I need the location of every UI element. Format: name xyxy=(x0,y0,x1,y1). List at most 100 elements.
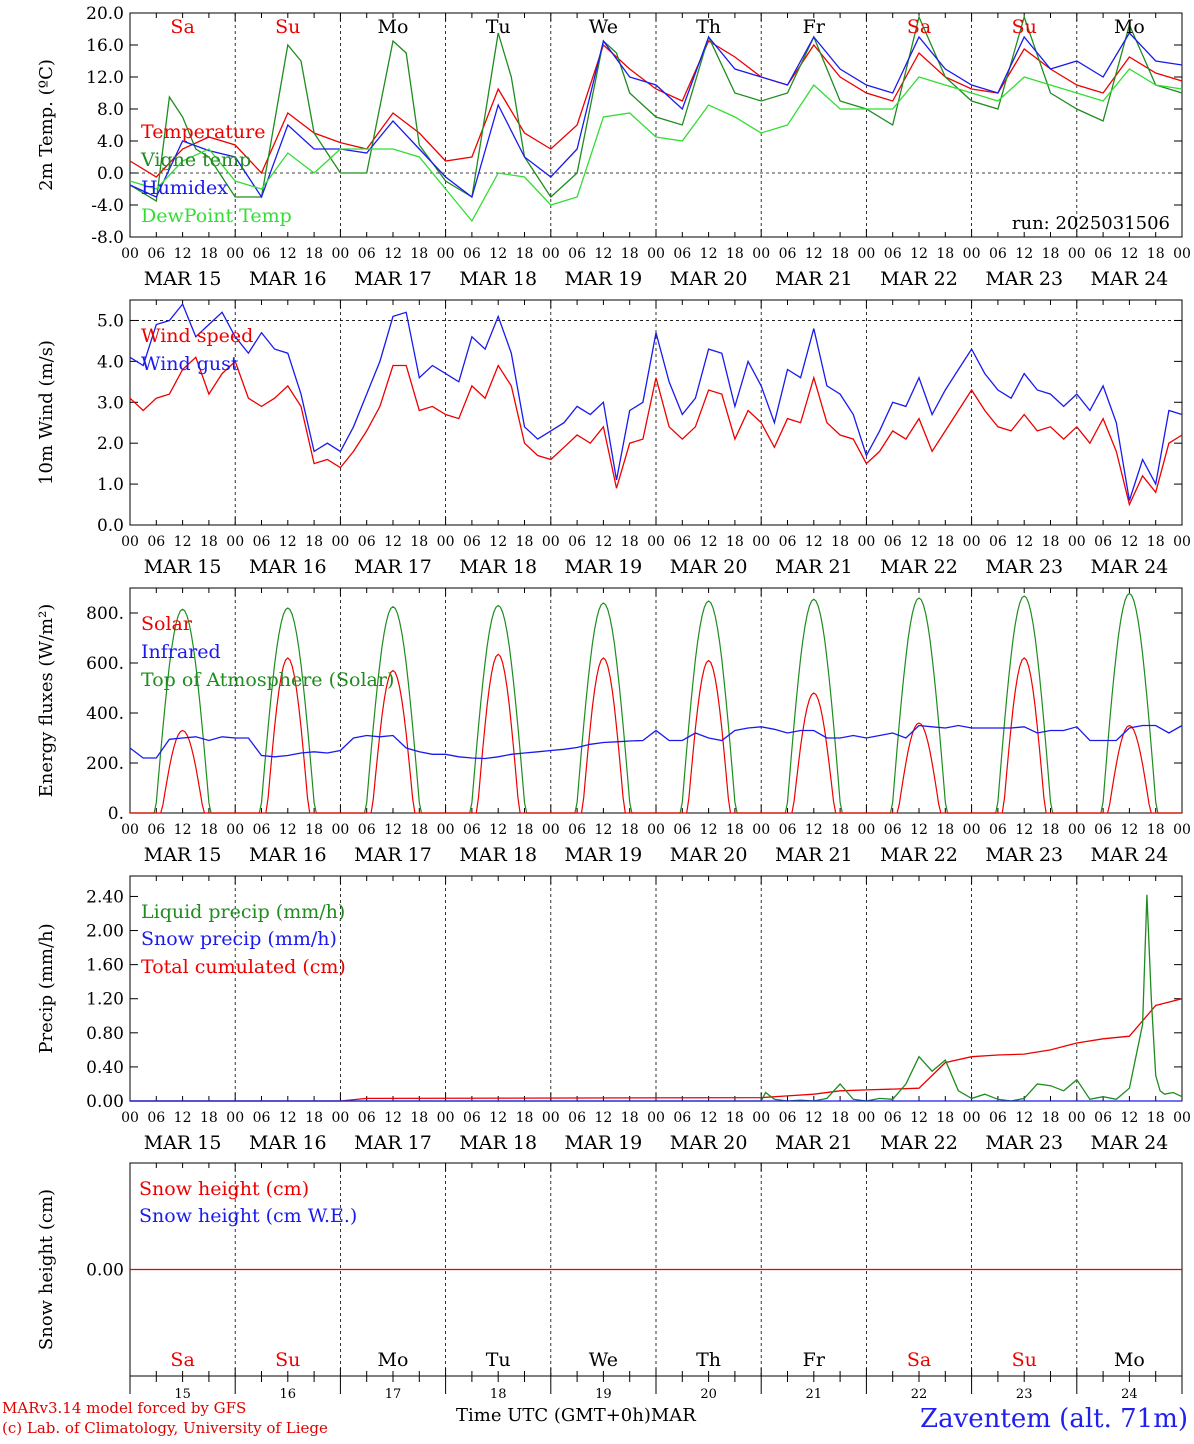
temp-run-annotation: run: 2025031506 xyxy=(1012,213,1170,234)
temp-hour-label: 00 xyxy=(857,246,875,262)
snow-weekday-label: Mo xyxy=(378,1349,409,1371)
temp-hour-label: 12 xyxy=(279,246,297,262)
temp-hour-label: 12 xyxy=(594,246,612,262)
wind-date-label: MAR 23 xyxy=(985,556,1063,578)
wind-hour-label: 06 xyxy=(358,534,376,550)
precip-hour-label: 12 xyxy=(384,1110,402,1126)
snow-weekday-label: We xyxy=(589,1349,618,1371)
wind-hour-label: 12 xyxy=(1120,534,1138,550)
precip-y-tick-label: 2.00 xyxy=(86,922,124,942)
temp-y-tick-label: -8.0 xyxy=(91,228,124,248)
temp-weekday-label: Tu xyxy=(486,16,511,38)
precip-hour-label: 00 xyxy=(542,1110,560,1126)
wind-hour-label: 00 xyxy=(437,534,455,550)
precip-hour-label: 00 xyxy=(1068,1110,1086,1126)
energy-date-label: MAR 20 xyxy=(670,844,748,866)
toa-solar-line xyxy=(866,597,972,814)
precip-hour-label: 18 xyxy=(831,1110,849,1126)
energy-hour-label: 00 xyxy=(226,822,244,838)
wind-date-label: MAR 19 xyxy=(565,556,643,578)
energy-hour-label: 00 xyxy=(437,822,455,838)
day-number-label: 24 xyxy=(1121,1387,1138,1402)
precip-legend-entry: Snow precip (mm/h) xyxy=(141,928,337,950)
wind-y-axis-label: 10m Wind (m/s) xyxy=(36,340,57,485)
temp-hour-label: 06 xyxy=(568,246,586,262)
wind-date-label: MAR 21 xyxy=(775,556,853,578)
precip-y-tick-label: 1.60 xyxy=(86,956,124,976)
energy-hour-label: 00 xyxy=(1173,822,1191,838)
precip-hour-label: 06 xyxy=(779,1110,797,1126)
energy-hour-label: 00 xyxy=(331,822,349,838)
day-number-label: 23 xyxy=(1016,1387,1033,1402)
energy-hour-label: 06 xyxy=(358,822,376,838)
precip-date-label: MAR 16 xyxy=(249,1132,327,1154)
wind-hour-label: 18 xyxy=(516,534,534,550)
precip-hour-label: 00 xyxy=(647,1110,665,1126)
temp-y-tick-label: 16.0 xyxy=(86,36,124,56)
wind-hour-label: 12 xyxy=(384,534,402,550)
wind-hour-label: 00 xyxy=(121,534,139,550)
temp-hour-label: 06 xyxy=(1094,246,1112,262)
energy-hour-label: 06 xyxy=(147,822,165,838)
energy-hour-label: 18 xyxy=(516,822,534,838)
energy-hour-label: 12 xyxy=(174,822,192,838)
temp-weekday-label: Sa xyxy=(170,16,194,38)
wind-hour-label: 12 xyxy=(594,534,612,550)
precip-date-label: MAR 19 xyxy=(565,1132,643,1154)
energy-date-label: MAR 19 xyxy=(565,844,643,866)
month-label: MAR xyxy=(650,1405,696,1426)
solar-line xyxy=(235,657,341,814)
wind-hour-label: 06 xyxy=(989,534,1007,550)
temp-weekday-label: Fr xyxy=(803,16,826,38)
energy-hour-label: 00 xyxy=(542,822,560,838)
day-number-label: 18 xyxy=(490,1387,507,1402)
wind-hour-label: 00 xyxy=(542,534,560,550)
wind-y-tick-label: 5.0 xyxy=(97,311,124,331)
energy-hour-label: 06 xyxy=(989,822,1007,838)
energy-hour-label: 18 xyxy=(410,822,428,838)
energy-hour-label: 12 xyxy=(700,822,718,838)
day-number-label: 19 xyxy=(595,1387,612,1402)
temp-date-label: MAR 17 xyxy=(354,268,432,290)
wind-date-label: MAR 16 xyxy=(249,556,327,578)
temp-humidex-line xyxy=(129,31,1183,199)
energy-hour-label: 12 xyxy=(279,822,297,838)
temp-legend-entry: Vigne temp xyxy=(140,149,251,171)
wind-hour-label: 18 xyxy=(831,534,849,550)
day-number-label: 22 xyxy=(911,1387,928,1402)
temp-hour-label: 12 xyxy=(489,246,507,262)
temp-hour-label: 18 xyxy=(516,246,534,262)
energy-hour-label: 18 xyxy=(305,822,323,838)
temp-hour-label: 18 xyxy=(200,246,218,262)
wind-legend-entry: Wind speed xyxy=(141,325,253,347)
temp-legend-entry: Humidex xyxy=(141,177,228,199)
x-axis-title: Time UTC (GMT+0h)MAR xyxy=(456,1405,696,1426)
energy-hour-label: 18 xyxy=(936,822,954,838)
temp-hour-label: 06 xyxy=(989,246,1007,262)
temp-weekday-label: Sa xyxy=(907,16,931,38)
wind-hour-label: 00 xyxy=(647,534,665,550)
temp-hour-label: 06 xyxy=(884,246,902,262)
wind-date-label: MAR 24 xyxy=(1091,556,1169,578)
snow-weekday-label: Th xyxy=(696,1349,721,1371)
energy-date-label: MAR 22 xyxy=(880,844,958,866)
energy-hour-label: 18 xyxy=(726,822,744,838)
energy-legend-entry: Infrared xyxy=(141,641,221,663)
temp-hour-label: 00 xyxy=(963,246,981,262)
temp-hour-label: 00 xyxy=(542,246,560,262)
temp-y-tick-label: -4.0 xyxy=(91,196,124,216)
wind-hour-label: 06 xyxy=(884,534,902,550)
snow-weekday-label: Tu xyxy=(486,1349,511,1371)
temp-legend-entry: DewPoint Temp xyxy=(141,205,292,227)
temp-weekday-label: We xyxy=(589,16,618,38)
wind-hour-label: 18 xyxy=(1147,534,1165,550)
wind-hour-label: 00 xyxy=(1068,534,1086,550)
wind-hour-label: 12 xyxy=(805,534,823,550)
energy-hour-label: 18 xyxy=(1042,822,1060,838)
temp-date-label: MAR 21 xyxy=(775,268,853,290)
day-number-label: 17 xyxy=(385,1387,402,1402)
precip-legend-entry: Total cumulated (cm) xyxy=(141,956,346,978)
precip-panel: 0.00 0.40 0.80 1.20 1.60 2.00 2.40 Precip (mm/h… xyxy=(36,875,1191,1154)
toa-solar-line xyxy=(130,608,236,814)
wind-date-label: MAR 18 xyxy=(459,556,537,578)
